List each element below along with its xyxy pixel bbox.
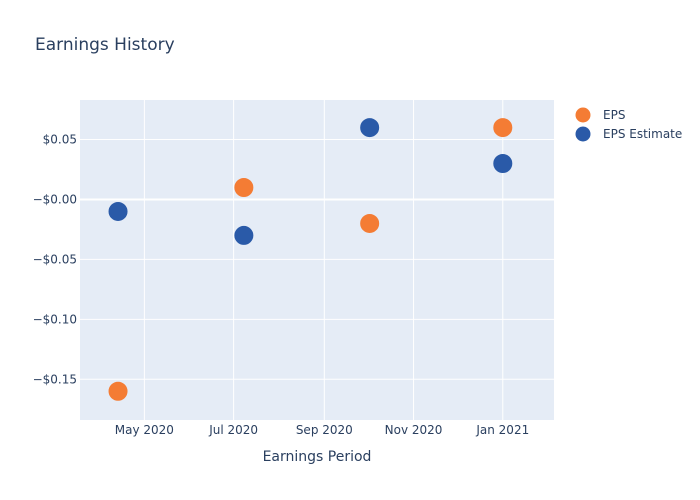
plot-area	[80, 100, 554, 420]
legend-label: EPS Estimate	[603, 127, 682, 141]
y-tick-label: −$0.00	[33, 192, 77, 206]
eps-estimate-point[interactable]	[234, 225, 254, 245]
eps-point[interactable]	[360, 213, 380, 233]
y-axis-ticks: $0.05 −$0.00 −$0.05 −$0.10 −$0.15	[33, 133, 77, 387]
x-axis-title: Earnings Period	[263, 449, 372, 465]
eps-point[interactable]	[234, 177, 254, 197]
grid-lines	[80, 100, 554, 420]
x-tick-label: Sep 2020	[296, 423, 353, 437]
eps-estimate-point[interactable]	[108, 201, 128, 221]
x-tick-label: Jan 2021	[475, 423, 529, 437]
y-tick-label: −$0.10	[33, 312, 77, 326]
x-axis-ticks: May 2020 Jul 2020 Sep 2020 Nov 2020 Jan 2021	[115, 423, 529, 437]
legend-label: EPS	[603, 108, 625, 122]
chart-title: Earnings History	[35, 35, 175, 55]
legend-item-eps-estimate[interactable]: EPS Estimate	[575, 126, 683, 142]
legend[interactable]: EPS EPS Estimate	[575, 107, 683, 142]
eps-estimate-point[interactable]	[360, 118, 380, 138]
legend-item-eps[interactable]: EPS	[575, 107, 626, 123]
x-tick-label: Nov 2020	[385, 423, 443, 437]
y-tick-label: −$0.15	[33, 372, 77, 386]
legend-marker	[575, 126, 591, 142]
data-points	[108, 118, 513, 401]
eps-point[interactable]	[108, 381, 128, 401]
y-tick-label: $0.05	[43, 133, 77, 147]
eps-point[interactable]	[493, 118, 513, 138]
y-tick-label: −$0.05	[33, 252, 77, 266]
x-tick-label: May 2020	[115, 423, 174, 437]
legend-marker	[575, 107, 591, 123]
x-tick-label: Jul 2020	[208, 423, 258, 437]
eps-estimate-point[interactable]	[493, 154, 513, 174]
